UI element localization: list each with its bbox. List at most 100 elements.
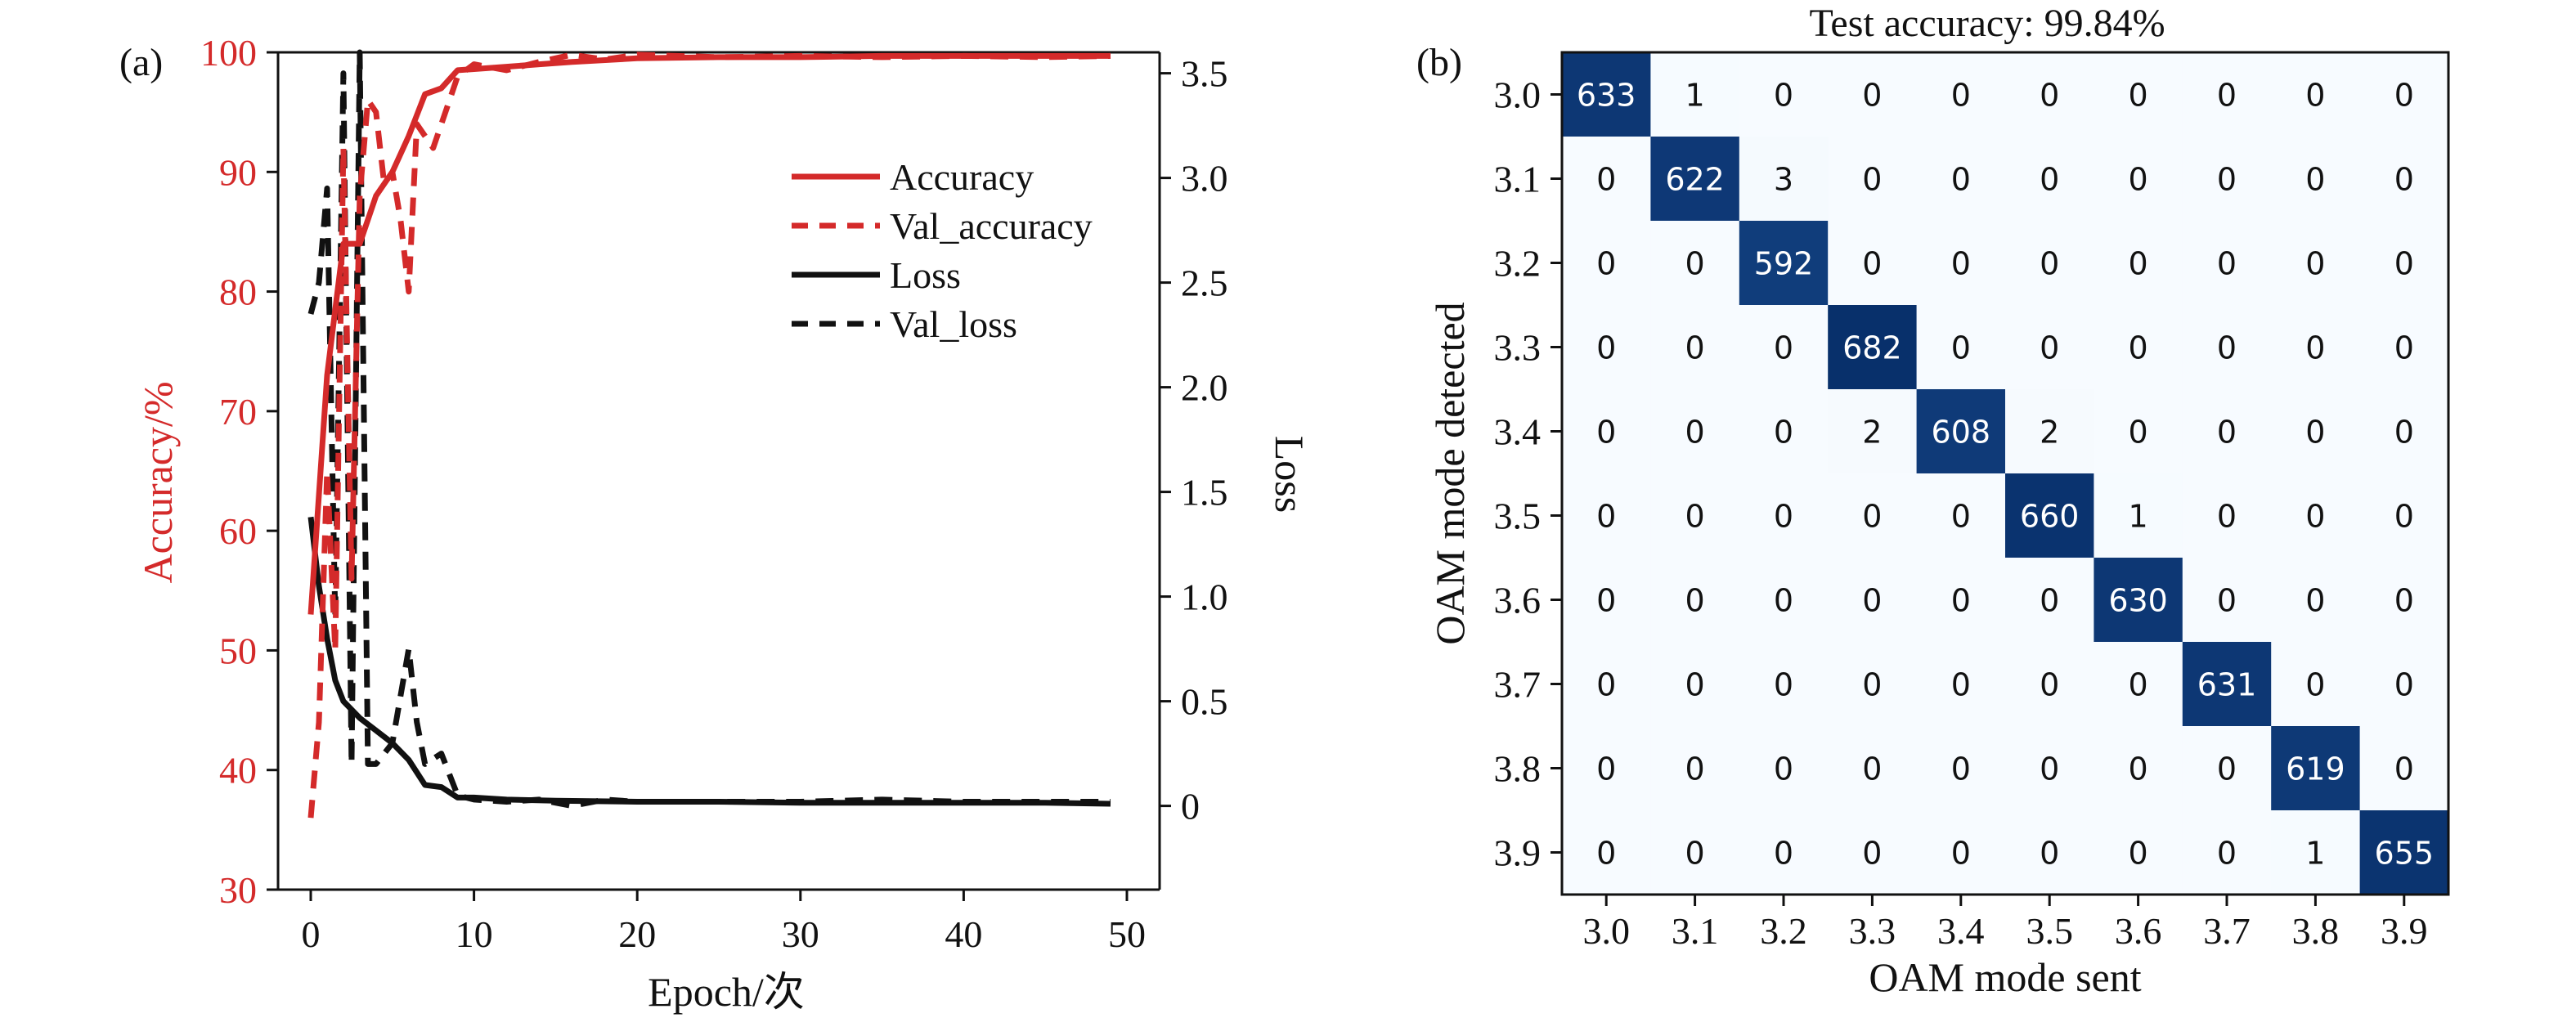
matrix-y-tick-label: 3.3 [1494,327,1542,369]
matrix-cell [1739,810,1829,895]
matrix-cell-value: 0 [2394,78,2414,114]
matrix-cell [2271,221,2361,306]
right-y-tick-label: 0.5 [1181,681,1228,723]
left-y-axis-label: Accuracy/% [135,381,181,583]
matrix-y-tick-label: 3.1 [1494,159,1542,200]
matrix-y-tick-label: 3.2 [1494,243,1542,285]
matrix-cell [2359,473,2449,558]
matrix-cell-value: 0 [1862,667,1882,703]
matrix-cell-value: 0 [1951,836,1971,872]
matrix-cells: 633 1 0 0 0 0 0 0 0 0 0 622 3 0 0 0 0 0 0 0 0 0 592 0 0 0 0 0 0 0 0 0 0 6… [1562,52,2449,895]
matrix-cell [1828,305,1918,390]
matrix-cell-value: 608 [1932,415,1991,451]
right-y-ticks: 0 0.5 1.0 1.5 2.0 2.5 3.0 3.5 [1160,53,1228,827]
matrix-cell [2359,137,2449,222]
matrix-cell [1739,305,1829,390]
matrix-cell-value: 0 [1862,499,1882,535]
matrix-cell-value: 2 [1862,415,1882,451]
matrix-y-tick-label: 3.4 [1494,411,1542,453]
matrix-cell [1739,642,1829,727]
matrix-cell-value: 0 [2217,499,2237,535]
matrix-cell-value: 0 [2217,583,2237,619]
matrix-cell [1650,221,1740,306]
matrix-cell-value: 0 [1774,415,1793,451]
matrix-cell-value: 0 [2129,330,2148,366]
matrix-cell [1916,726,2006,811]
matrix-cell [2005,473,2094,558]
matrix-x-tick-label: 3.2 [1760,910,1807,952]
matrix-cell [2359,305,2449,390]
matrix-cell [1562,137,1651,222]
matrix-cell [2182,221,2272,306]
matrix-cell-value: 0 [1596,415,1616,451]
matrix-cell-value: 2 [2040,415,2059,451]
matrix-cell [1562,726,1651,811]
matrix-cell [1739,726,1829,811]
matrix-cell-value: 0 [2040,162,2059,198]
matrix-cell [2094,52,2183,137]
matrix-cell-value: 0 [1596,836,1616,872]
matrix-x-tick-label: 3.8 [2292,910,2340,952]
matrix-cell [2094,558,2183,643]
matrix-cell-value: 0 [2305,162,2325,198]
matrix-cell-value: 0 [2040,836,2059,872]
matrix-cell [2005,305,2094,390]
matrix-cell-value: 0 [1951,667,1971,703]
matrix-cell-value: 0 [2305,499,2325,535]
matrix-y-label: OAM mode detected [1427,302,1473,644]
matrix-cell [2182,389,2272,474]
matrix-cell-value: 0 [1685,751,1705,787]
matrix-x-label: OAM mode sent [1869,954,2141,1000]
matrix-cell-value: 619 [2286,751,2345,787]
matrix-cell-value: 0 [1951,499,1971,535]
matrix-frame [1560,51,2450,896]
matrix-cell-value: 0 [1862,751,1882,787]
legend-label: Val_loss [890,303,1017,345]
matrix-cell-value: 633 [1577,78,1636,114]
matrix-cell [1828,726,1918,811]
matrix-cell [2005,137,2094,222]
matrix-cell-value: 0 [2394,499,2414,535]
series-line-loss [307,516,1111,807]
matrix-cell [1916,810,2006,895]
matrix-cell [1650,305,1740,390]
matrix-cell-value: 0 [2217,330,2237,366]
matrix-cell-value: 0 [1862,162,1882,198]
matrix-cell-value: 0 [2129,751,2148,787]
right-y-tick-label: 0 [1181,786,1200,827]
matrix-cell-value: 0 [2394,415,2414,451]
matrix-cell-value: 0 [1774,330,1793,366]
matrix-cell-value: 631 [2197,667,2257,703]
matrix-cell [2182,642,2272,727]
matrix-x-tick-label: 3.7 [2203,910,2251,952]
matrix-x-ticks: 3.0 3.1 3.2 3.3 3.4 3.5 3.6 3.7 3.8 3.9 [1582,895,2428,952]
matrix-cell [2182,558,2272,643]
matrix-cell [2271,642,2361,727]
matrix-cell-value: 0 [2217,246,2237,282]
matrix-cell [2271,52,2361,137]
matrix-cell [2094,726,2183,811]
matrix-x-tick-label: 3.4 [1937,910,1985,952]
left-y-tick-label: 70 [219,391,257,433]
matrix-cell-value: 0 [1951,330,1971,366]
matrix-cell-value: 0 [2394,246,2414,282]
matrix-cell-value: 0 [2040,78,2059,114]
matrix-cell-value: 0 [2305,78,2325,114]
matrix-cell-value: 0 [2040,583,2059,619]
left-y-ticks: 30 40 50 60 70 80 90 100 [200,32,278,911]
matrix-cell-value: 0 [2394,583,2414,619]
matrix-cell-value: 0 [2394,751,2414,787]
panel-a-axes [276,51,1161,891]
matrix-y-tick-label: 3.8 [1494,748,1542,790]
matrix-cell-value: 1 [2305,836,2325,872]
matrix-cell [1650,810,1740,895]
x-tick-label: 30 [782,913,819,955]
matrix-cell [1739,389,1829,474]
matrix-cell [1562,558,1651,643]
matrix-cell [2271,389,2361,474]
left-y-tick-label: 30 [219,869,257,911]
matrix-cell-value: 0 [2040,246,2059,282]
matrix-cell [1739,473,1829,558]
series-lines [307,49,1111,818]
